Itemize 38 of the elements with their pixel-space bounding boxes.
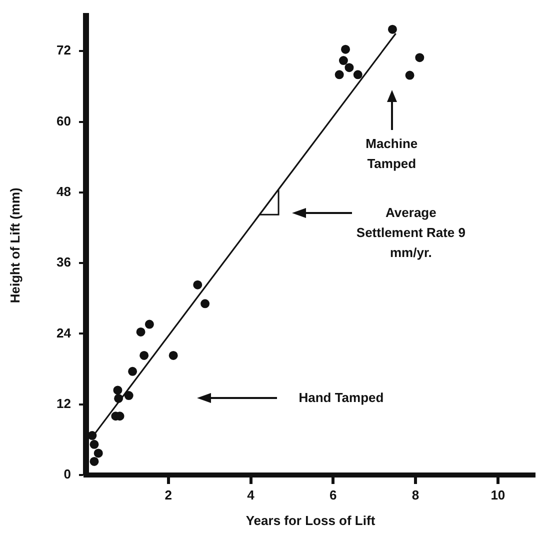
annotation: Machine Tamped bbox=[364, 134, 419, 173]
point bbox=[144, 320, 154, 329]
y-tick-label: 48 bbox=[56, 184, 71, 199]
point bbox=[128, 366, 138, 376]
x-tick-label: 6 bbox=[330, 487, 337, 502]
annotation: Hand Tamped bbox=[298, 389, 385, 408]
y-tick-label: 72 bbox=[56, 42, 71, 58]
point bbox=[341, 44, 350, 54]
point bbox=[344, 63, 354, 72]
point bbox=[405, 70, 414, 80]
point bbox=[124, 391, 134, 400]
y-tick-label: 36 bbox=[56, 254, 71, 270]
point bbox=[388, 24, 397, 34]
y-tick-label: 24 bbox=[56, 325, 72, 340]
x-axis-title: Years for Loss of Lift bbox=[246, 512, 376, 528]
y-tick-label: 0 bbox=[64, 466, 71, 482]
point bbox=[200, 299, 210, 308]
point bbox=[114, 394, 124, 403]
y-tick-label: 60 bbox=[56, 113, 71, 128]
point bbox=[168, 350, 178, 360]
point bbox=[334, 70, 344, 80]
point bbox=[90, 440, 99, 449]
point bbox=[140, 350, 149, 360]
x-tick-label: 8 bbox=[412, 487, 420, 502]
x-tick-label: 4 bbox=[247, 487, 256, 502]
point bbox=[338, 56, 348, 66]
point bbox=[90, 456, 99, 466]
point bbox=[193, 280, 202, 290]
point bbox=[415, 53, 424, 62]
point bbox=[94, 448, 103, 458]
y-axis-title: Height of Lift (mm) bbox=[7, 188, 22, 304]
annotation: Average Settlement Rate 9 mm/yr. bbox=[356, 204, 466, 262]
y-tick-label: 12 bbox=[56, 396, 71, 411]
point bbox=[353, 70, 362, 80]
x-tick-label: 10 bbox=[490, 487, 506, 502]
x-tick-label: 2 bbox=[164, 487, 172, 502]
point bbox=[136, 327, 146, 336]
point bbox=[113, 386, 122, 395]
